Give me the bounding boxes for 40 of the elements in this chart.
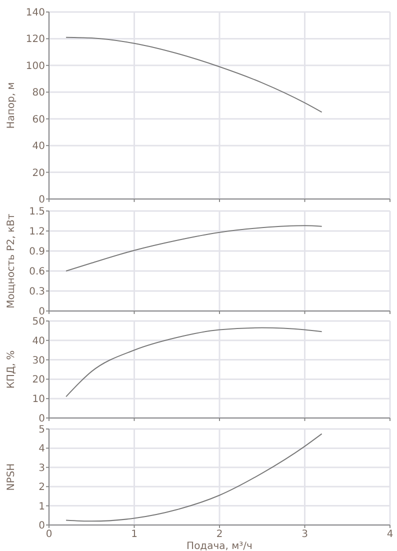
x-axis-title: Подача, м³/ч	[186, 541, 252, 551]
x-tick-label: 2	[216, 529, 223, 540]
y-axis-title: Напор, м	[6, 82, 17, 129]
y-tick-label: 100	[26, 60, 45, 72]
y-tick-label: 0	[38, 520, 45, 532]
y-tick-label: 5	[38, 424, 45, 436]
y-tick-label: 50	[32, 316, 45, 328]
y-tick-label: 2	[38, 482, 45, 494]
y-tick-label: 20	[32, 374, 45, 386]
y-tick-label: 140	[26, 8, 45, 18]
y-tick-label: 40	[32, 141, 45, 152]
x-tick-label: 3	[302, 529, 308, 540]
x-tick-label: 0	[46, 529, 52, 540]
y-tick-label: 0	[38, 306, 45, 318]
y-tick-label: 4	[38, 444, 45, 455]
y-tick-label: 0.3	[29, 286, 45, 298]
line-series	[66, 327, 322, 398]
y-tick-label: 30	[32, 355, 45, 366]
y-tick-label: 20	[32, 168, 45, 179]
y-tick-label: 60	[32, 114, 45, 126]
y-tick-label: 0.9	[29, 246, 45, 258]
y-tick-label: 120	[26, 34, 45, 46]
line-series	[66, 36, 322, 113]
x-tick-label: 1	[131, 529, 138, 540]
y-tick-label: 1	[38, 501, 45, 512]
y-tick-label: 1.5	[29, 206, 45, 218]
y-tick-label: 0	[38, 194, 45, 206]
y-tick-label: 40	[32, 336, 45, 347]
y-tick-label: 0.6	[29, 266, 45, 278]
x-tick-label: 4	[386, 529, 394, 540]
y-axis-title: NPSH	[6, 463, 17, 491]
y-tick-label: 1.2	[29, 226, 45, 238]
line-series	[66, 225, 322, 272]
y-tick-label: 80	[32, 88, 45, 99]
y-tick-label: 3	[38, 462, 45, 474]
y-tick-label: 0	[38, 414, 45, 424]
line-series	[66, 433, 322, 522]
y-axis-title: КПД, %	[6, 350, 17, 389]
y-tick-label: 10	[32, 394, 45, 406]
y-axis-title: Мощность P2, кВт	[6, 213, 17, 308]
